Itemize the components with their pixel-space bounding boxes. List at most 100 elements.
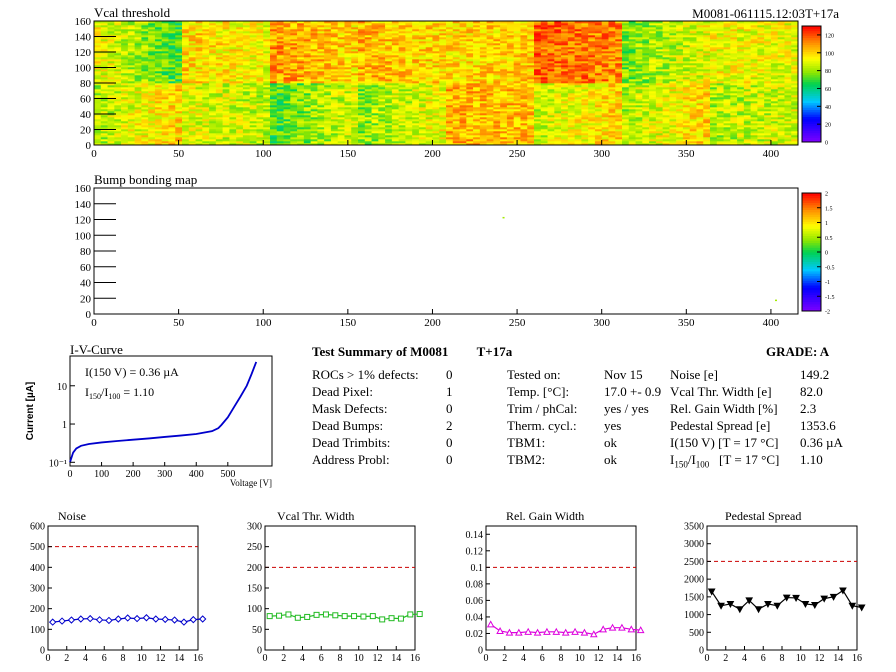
heatmap-cell (351, 79, 359, 82)
heatmap-cell (737, 65, 745, 68)
heatmap-cell (703, 79, 711, 82)
heatmap-cell (337, 95, 345, 98)
heatmap-cell (581, 131, 589, 134)
heatmap-cell (561, 81, 569, 84)
heatmap-cell (107, 93, 115, 96)
heatmap-cell (215, 141, 223, 144)
heatmap-cell (635, 113, 643, 116)
heatmap-cell (574, 65, 582, 68)
heatmap-cell (608, 127, 616, 130)
heatmap-cell (317, 131, 325, 134)
heatmap-cell (344, 137, 352, 140)
heatmap-cell (561, 95, 569, 98)
heatmap-cell (236, 103, 244, 106)
heatmap-cell (195, 103, 203, 106)
heatmap-cell (716, 57, 724, 60)
heatmap-cell (114, 57, 122, 60)
heatmap-cell (635, 123, 643, 126)
heatmap-cell (351, 57, 359, 60)
heatmap-cell (757, 113, 765, 116)
heatmap-cell (703, 113, 711, 116)
heatmap-cell (188, 63, 196, 66)
heatmap-cell (398, 105, 406, 108)
heatmap-cell (513, 113, 521, 116)
heatmap-cell (716, 103, 724, 106)
heatmap-cell (168, 61, 176, 64)
heatmap-cell (283, 87, 291, 90)
heatmap-cell (391, 99, 399, 102)
heatmap-cell (791, 65, 799, 68)
heatmap-cell (276, 97, 284, 100)
heatmap-cell (127, 55, 135, 58)
heatmap-cell (479, 109, 487, 112)
heatmap-cell (452, 107, 460, 110)
heatmap-cell (263, 67, 271, 70)
heatmap-cell (743, 133, 751, 136)
heatmap-cell (290, 53, 298, 56)
heatmap-cell (594, 53, 602, 56)
heatmap-cell (669, 61, 677, 64)
heatmap-cell (628, 49, 636, 52)
heatmap-cell (486, 129, 494, 132)
heatmap-cell (276, 65, 284, 68)
heatmap-cell (486, 101, 494, 104)
heatmap-cell (310, 131, 318, 134)
heatmap-cell (121, 75, 129, 78)
heatmap-cell (703, 129, 711, 132)
heatmap-cell (432, 91, 440, 94)
heatmap-cell (473, 49, 481, 52)
heatmap-cell (385, 137, 393, 140)
heatmap-cell (195, 69, 203, 72)
heatmap-cell (276, 103, 284, 106)
heatmap-cell (446, 133, 454, 136)
heatmap-cell (317, 125, 325, 128)
heatmap-cell (696, 99, 704, 102)
heatmap-cell (378, 81, 386, 84)
heatmap-cell (723, 101, 731, 104)
heatmap-cell (764, 107, 772, 110)
heatmap-cell (784, 55, 792, 58)
heatmap-cell (473, 133, 481, 136)
heatmap-cell (202, 107, 210, 110)
heatmap-cell (547, 137, 555, 140)
heatmap-cell (371, 93, 379, 96)
heatmap-cell (567, 121, 575, 124)
heatmap-cell (757, 55, 765, 58)
heatmap-cell (466, 127, 474, 130)
heatmap-cell (154, 83, 162, 86)
heatmap-cell (127, 117, 135, 120)
heatmap-cell (276, 109, 284, 112)
heatmap-cell (290, 81, 298, 84)
heatmap-cell (107, 101, 115, 104)
heatmap-cell (506, 109, 514, 112)
heatmap-cell (114, 109, 122, 112)
heatmap-cell (682, 131, 690, 134)
heatmap-cell (175, 63, 183, 66)
heatmap-cell (608, 105, 616, 108)
heatmap-cell (418, 139, 426, 142)
heatmap-cell (276, 129, 284, 132)
heatmap-cell (635, 111, 643, 114)
heatmap-cell (263, 87, 271, 90)
heatmap-cell (628, 85, 636, 88)
heatmap-cell (412, 123, 420, 126)
heatmap-cell (195, 73, 203, 76)
heatmap-cell (432, 49, 440, 52)
heatmap-cell (642, 115, 650, 118)
heatmap-cell (459, 131, 467, 134)
heatmap-cell (229, 87, 237, 90)
heatmap-cell (141, 67, 149, 70)
heatmap-cell (642, 73, 650, 76)
heatmap-cell (270, 91, 278, 94)
heatmap-cell (229, 57, 237, 60)
heatmap-cell (676, 95, 684, 98)
heatmap-cell (310, 73, 318, 76)
heatmap-cell (439, 77, 447, 80)
heatmap-cell (655, 103, 663, 106)
heatmap-cell (290, 113, 298, 116)
heatmap-cell (168, 119, 176, 122)
heatmap-cell (127, 71, 135, 74)
heatmap-cell (750, 61, 758, 64)
heatmap-cell (527, 127, 535, 130)
heatmap-cell (398, 137, 406, 140)
